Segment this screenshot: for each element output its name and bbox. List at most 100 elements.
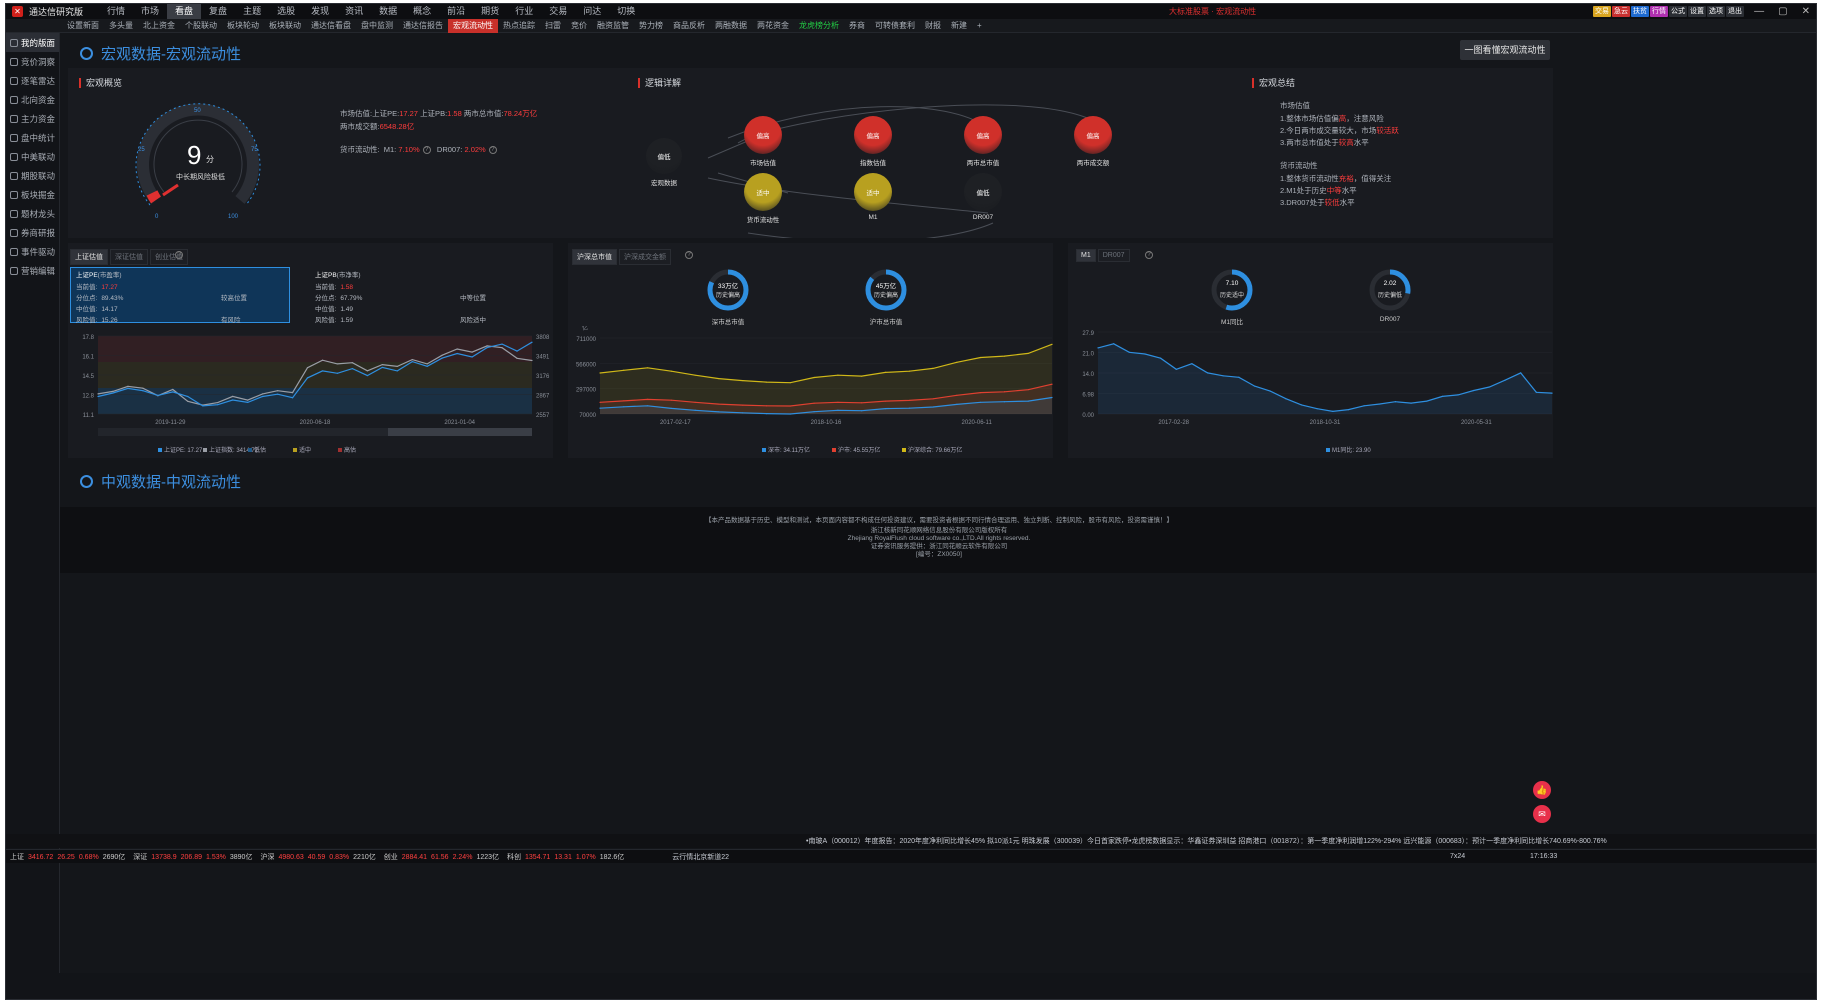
close-icon[interactable]: ✕ [1801, 6, 1810, 17]
news-ticker[interactable]: •南玻A（000012）年度报告：2020年度净利同比增长45% 拟10派1元 … [6, 834, 1816, 848]
maximize-icon[interactable]: ▢ [1778, 6, 1788, 17]
menu-item[interactable]: 发现 [311, 6, 330, 16]
chart-tab[interactable]: 沪深总市值 [572, 249, 617, 265]
menu-item[interactable]: 选股 [277, 6, 296, 16]
page-tab[interactable]: 两融数据 [715, 20, 747, 30]
index-quote[interactable]: 创业 2884.41 61.56 2.24% 1223亿 [383, 853, 500, 861]
gauge-tick: 75 [251, 147, 258, 153]
page-tab[interactable]: 通达信报告 [403, 20, 443, 30]
page-tab[interactable]: 龙虎榜分析 [799, 20, 839, 30]
page-tab[interactable]: 个股联动 [185, 20, 217, 30]
page-tab[interactable]: 设置新面 [67, 20, 99, 30]
logic-node[interactable]: 偏低 [646, 138, 682, 174]
sidebar-item[interactable]: 竞价洞察 [6, 52, 59, 71]
data-point [980, 392, 982, 394]
logic-node[interactable]: 适中 [854, 173, 892, 211]
menu-item[interactable]: 前沿 [447, 6, 466, 16]
sidebar-item[interactable]: 主力资金 [6, 109, 59, 128]
page-tab[interactable]: 盘中监测 [361, 20, 393, 30]
pe-info-box[interactable] [70, 267, 290, 323]
data-point [742, 412, 744, 414]
page-tab[interactable]: 扫雷 [545, 20, 561, 30]
sidebar-item-icon [10, 171, 18, 180]
data-point [262, 393, 264, 395]
minimize-icon[interactable]: — [1754, 6, 1765, 17]
menu-item[interactable]: 复盘 [209, 6, 228, 16]
page-tab[interactable]: 多头量 [109, 20, 133, 30]
index-quote[interactable]: 上证 3416.72 26.25 0.68% 2690亿 [10, 853, 126, 861]
sidebar-item[interactable]: 逐笔雷达 [6, 71, 59, 90]
sidebar-item[interactable]: 题材龙头 [6, 204, 59, 223]
page-tab[interactable]: 券商 [849, 20, 865, 30]
quick-button[interactable]: 退出 [1726, 6, 1744, 17]
help-icon[interactable]: ? [175, 251, 183, 259]
sidebar-item[interactable]: 板块掘金 [6, 185, 59, 204]
menu-item[interactable]: 数据 [379, 6, 398, 16]
chart-tab[interactable]: 深证估值 [110, 249, 148, 265]
data-point [456, 348, 458, 350]
page-tab[interactable]: 通达信看盘 [311, 20, 351, 30]
page-tab[interactable]: 热点追踪 [503, 20, 535, 30]
page-tab[interactable]: 板块联动 [269, 20, 301, 30]
logic-node[interactable]: 偏高 [854, 116, 892, 154]
sidebar-item[interactable]: 盘中统计 [6, 128, 59, 147]
menu-item[interactable]: 行情 [107, 6, 126, 16]
sidebar-item[interactable]: 事件驱动 [6, 242, 59, 261]
page-tab[interactable]: 融资监管 [597, 20, 629, 30]
menu-item[interactable]: 市场 [141, 6, 160, 16]
index-quote[interactable]: 沪深 4980.63 40.59 0.83% 2210亿 [260, 853, 376, 861]
page-tab[interactable]: 竞价 [571, 20, 587, 30]
thumbs-up-icon[interactable]: 👍 [1533, 781, 1551, 799]
page-tab[interactable]: 两花资金 [757, 20, 789, 30]
sidebar-item[interactable]: 营销编辑 [6, 261, 59, 280]
logic-node[interactable]: 偏高 [1074, 116, 1112, 154]
quick-button[interactable]: 选项 [1707, 6, 1725, 17]
page-tab[interactable]: 宏观流动性 [448, 18, 498, 33]
sidebar-item[interactable]: 中美联动 [6, 147, 59, 166]
menu-item[interactable]: 资讯 [345, 6, 364, 16]
quick-button[interactable]: 急云 [1612, 6, 1630, 17]
page-tab[interactable]: 北上资金 [143, 20, 175, 30]
sidebar-item-icon [10, 152, 18, 161]
chart-tab[interactable]: 上证估值 [70, 249, 108, 265]
info-row: 中位值: 14.17 [76, 306, 118, 313]
server-label[interactable]: 云行情北京新道22 [672, 853, 730, 861]
menu-item[interactable]: 看盘 [167, 4, 202, 19]
chart-tab[interactable]: DR007 [1097, 249, 1130, 262]
help-icon[interactable]: ? [685, 251, 693, 259]
page-tab[interactable]: + [977, 20, 982, 30]
sidebar-item[interactable]: 期股联动 [6, 166, 59, 185]
sidebar-item[interactable]: 券商研报 [6, 223, 59, 242]
menu-item[interactable]: 主题 [243, 6, 262, 16]
menu-item[interactable]: 概念 [413, 6, 432, 16]
menu-item[interactable]: 期货 [481, 6, 500, 16]
page-tab[interactable]: 新建 [951, 20, 967, 30]
page-tab[interactable]: 板块轮动 [227, 20, 259, 30]
chart-tab[interactable]: 沪深成交金额 [619, 249, 671, 265]
logic-node[interactable]: 适中 [744, 173, 782, 211]
quick-button[interactable]: 公式 [1669, 6, 1687, 17]
page-tab[interactable]: 可转债套利 [875, 20, 915, 30]
menu-item[interactable]: 切换 [617, 6, 636, 16]
chart-tab[interactable]: M1 [1076, 249, 1096, 262]
help-icon[interactable]: ? [1145, 251, 1153, 259]
quick-button[interactable]: 设置 [1688, 6, 1706, 17]
menu-item[interactable]: 交易 [549, 6, 568, 16]
sidebar-item[interactable]: 我的版面 [6, 33, 59, 52]
page-tab[interactable]: 势力榜 [639, 20, 663, 30]
page-tab[interactable]: 财报 [925, 20, 941, 30]
one-chart-button[interactable]: 一图看懂宏观流动性 [1460, 40, 1550, 60]
logic-node[interactable]: 偏低 [964, 173, 1002, 211]
quick-button[interactable]: 扶贫 [1631, 6, 1649, 17]
page-tab[interactable]: 商品反析 [673, 20, 705, 30]
logic-node[interactable]: 偏高 [964, 116, 1002, 154]
quick-button[interactable]: 交易 [1593, 6, 1611, 17]
menu-item[interactable]: 行业 [515, 6, 534, 16]
menu-item[interactable]: 问达 [583, 6, 602, 16]
logic-node[interactable]: 偏高 [744, 116, 782, 154]
index-quote[interactable]: 深证 13738.9 206.89 1.53% 3890亿 [133, 853, 253, 861]
index-quote[interactable]: 科创 1354.71 13.31 1.07% 182.6亿 [507, 853, 625, 861]
mail-icon[interactable]: ✉ [1533, 805, 1551, 823]
sidebar-item[interactable]: 北向资金 [6, 90, 59, 109]
quick-button[interactable]: 行情 [1650, 6, 1668, 17]
